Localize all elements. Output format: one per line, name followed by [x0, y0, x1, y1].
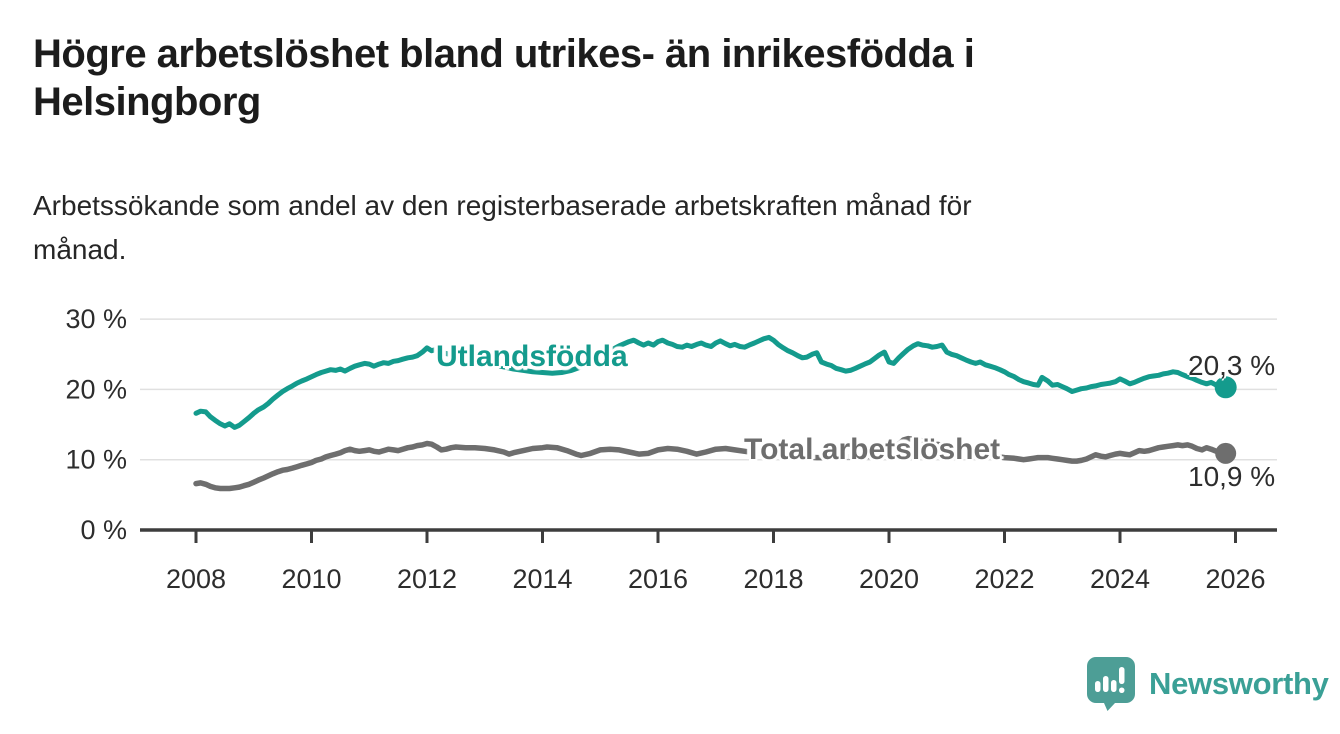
series-line-utlandsfodda: [193, 334, 1229, 430]
x-axis-label-2016: 2016: [628, 564, 688, 594]
y-axis-label-20: 20 %: [65, 374, 127, 404]
x-axis-label-2024: 2024: [1090, 564, 1150, 594]
series-label-total-arbetsloshet: Total arbetslöshet: [744, 433, 1001, 466]
series-end-dot-utlandsfodda: [1214, 376, 1237, 399]
end-value-label-total-arbetsloshet: 10,9 %: [1188, 461, 1276, 492]
x-axis-label-2008: 2008: [166, 564, 226, 594]
newsworthy-brand-mark[interactable]: Newsworthy: [1086, 656, 1329, 711]
chart-subtitle: Arbetssökande som andel av den registerb…: [33, 184, 1253, 272]
series-label-utlandsfodda: Utlandsfödda: [436, 340, 628, 373]
chart-title-line-2: Helsingborg: [33, 80, 261, 124]
x-axis-label-2010: 2010: [281, 564, 341, 594]
y-axis-label-10: 10 %: [65, 445, 127, 475]
x-axis-label-2020: 2020: [859, 564, 919, 594]
series-line-total-arbetsloshet: [193, 435, 1229, 492]
end-value-label-utlandsfodda: 20,3 %: [1188, 350, 1276, 381]
x-axis-label-2014: 2014: [512, 564, 572, 594]
x-axis-label-2012: 2012: [397, 564, 457, 594]
newsworthy-brand-name: Newsworthy: [1149, 665, 1329, 701]
x-axis-label-2022: 2022: [974, 564, 1034, 594]
y-axis-label-0: 0 %: [80, 515, 127, 545]
chart-subtitle-line-1: Arbetssökande som andel av den registerb…: [33, 190, 972, 221]
y-axis-label-30: 30 %: [65, 304, 127, 334]
newsworthy-speech-bubble-bar-chart-icon: [1087, 657, 1135, 711]
chart-title: Högre arbetslöshet bland utrikes- än inr…: [33, 30, 1233, 126]
chart-title-line-1: Högre arbetslöshet bland utrikes- än inr…: [33, 32, 975, 76]
chart-subtitle-line-2: månad.: [33, 234, 127, 265]
series-end-dot-total-arbetsloshet: [1215, 442, 1237, 464]
x-axis-label-2018: 2018: [743, 564, 803, 594]
x-axis-label-2026: 2026: [1205, 564, 1265, 594]
